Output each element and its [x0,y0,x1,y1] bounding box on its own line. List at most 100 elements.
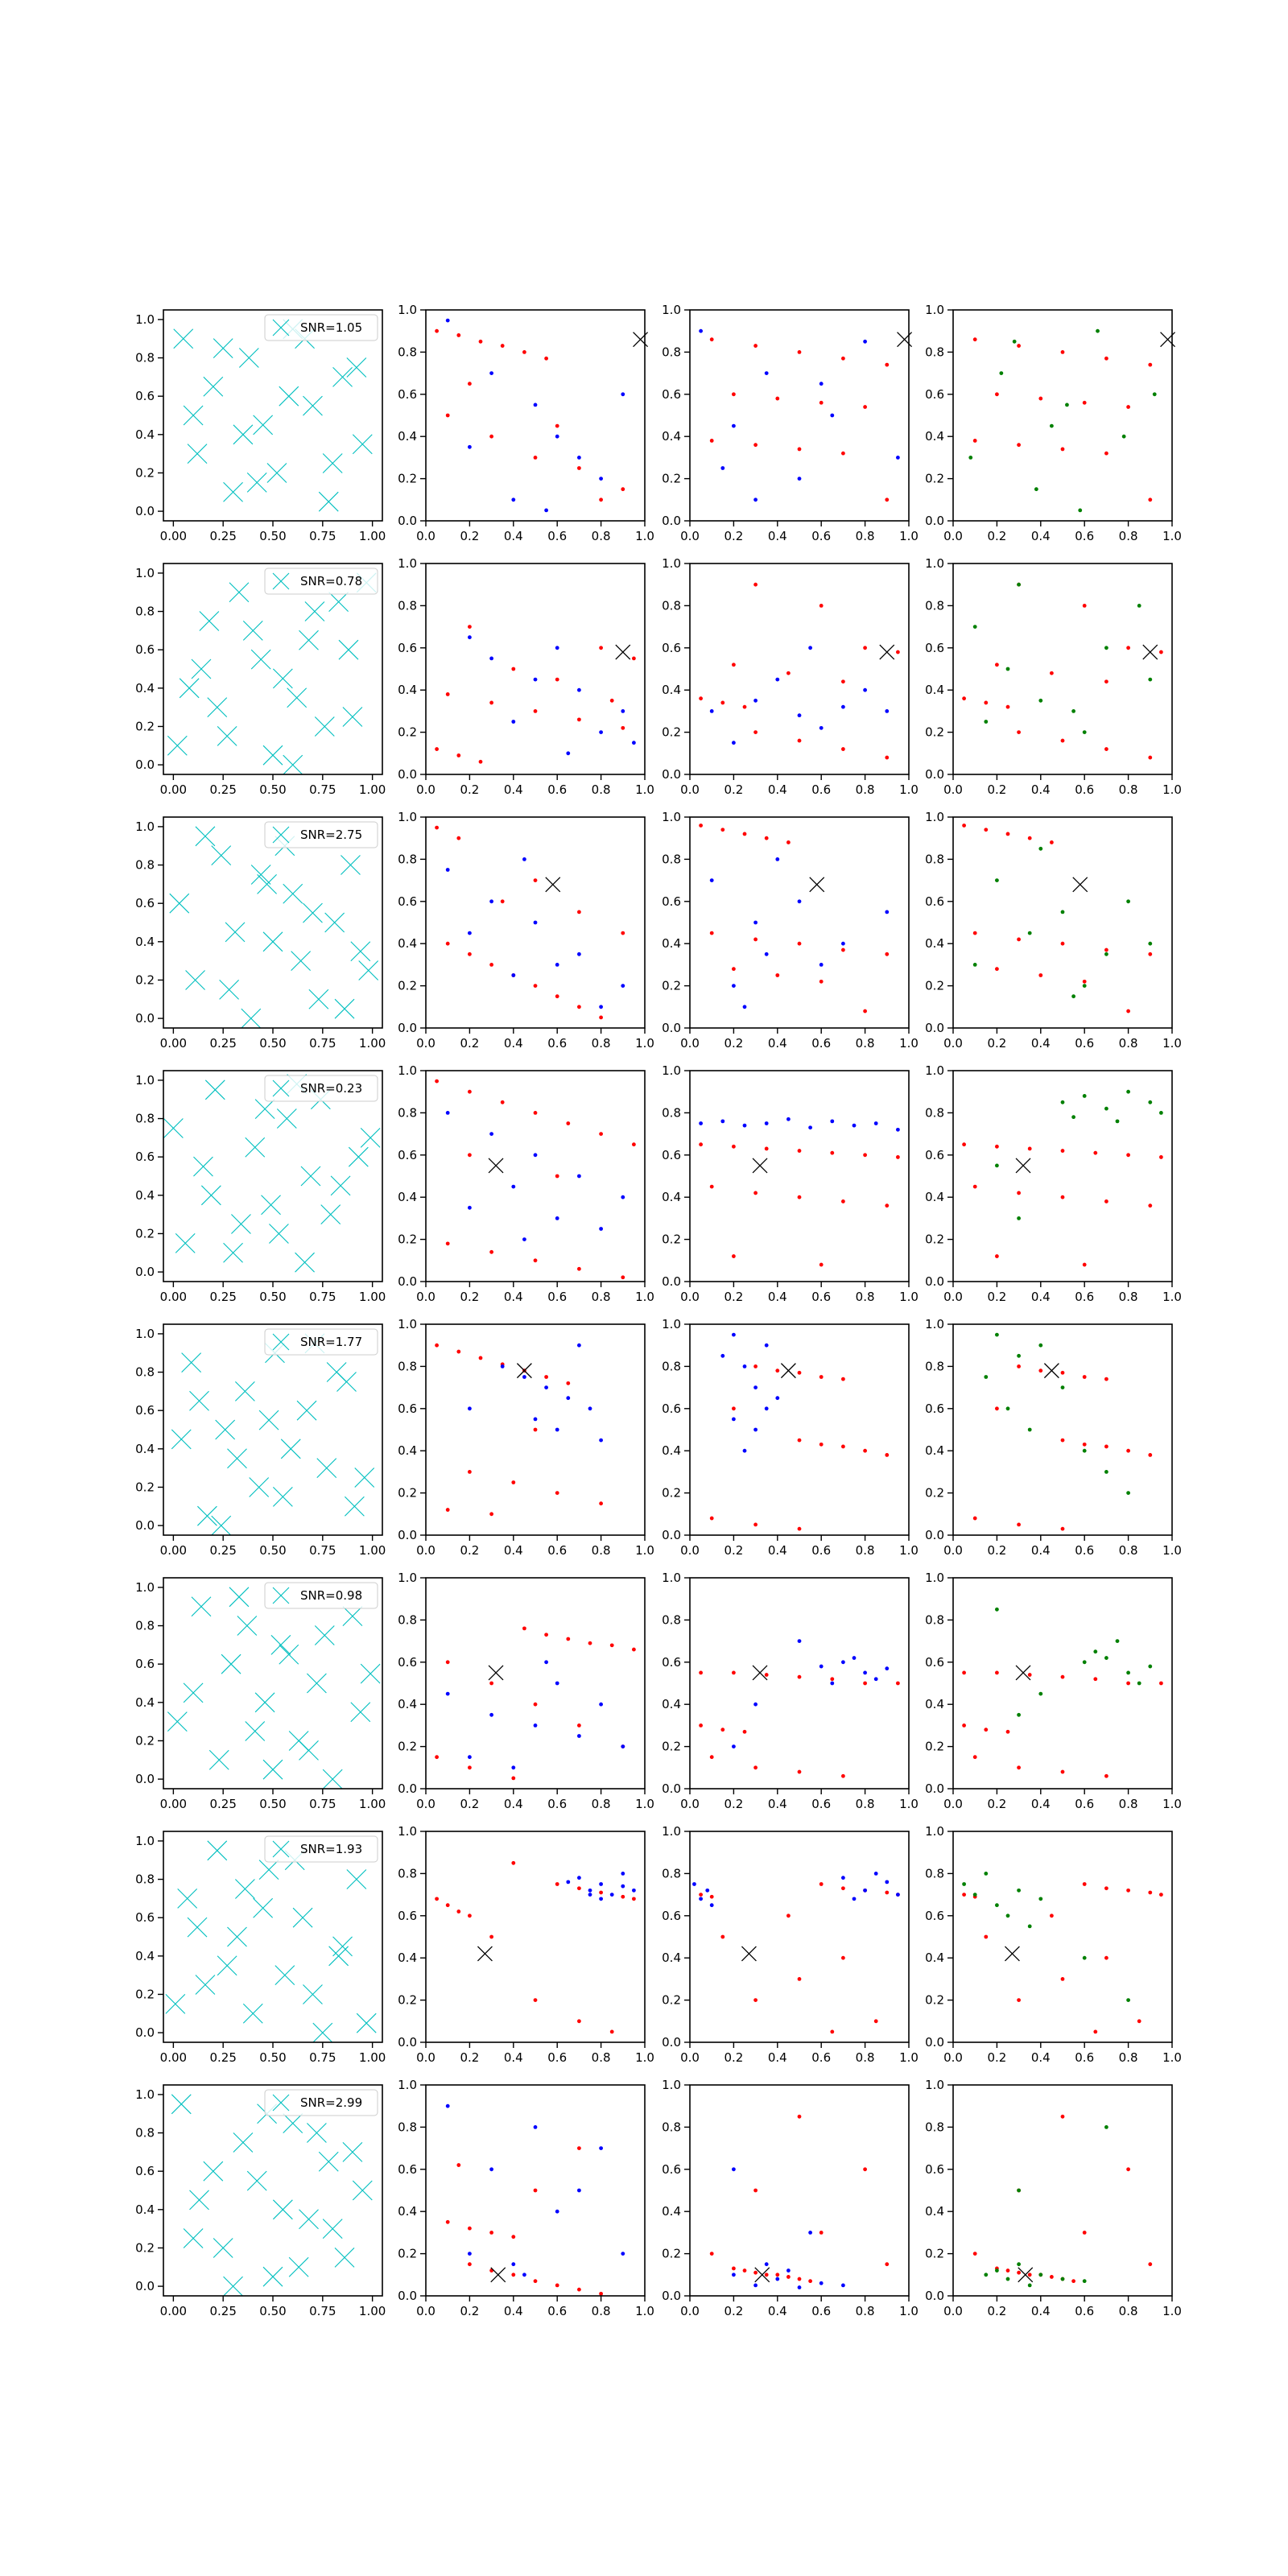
dot [555,1882,559,1886]
x-tick-label: 0.6 [811,2304,831,2318]
dot [797,899,802,904]
x-marker [342,2141,363,2162]
axes-frame [163,1831,383,2043]
dot [764,1343,769,1348]
dot [720,828,725,832]
x-tick-label: 0.0 [680,1797,700,1811]
x-marker [303,1984,323,2004]
y-tick-label: 1.0 [925,1571,944,1585]
dot [456,753,461,758]
x-tick-label: 0.8 [1119,1290,1138,1304]
dot [775,1396,780,1401]
dot [577,1174,581,1179]
y-tick-label: 0.6 [925,641,944,655]
dot [621,2252,625,2256]
y-tick-label: 0.0 [925,1528,944,1542]
x-tick-label: 1.0 [1162,1543,1182,1558]
x-tick-label: 0.6 [547,1543,567,1558]
dot [577,1005,581,1009]
y-tick-label: 1.0 [398,1571,417,1585]
dot [1148,1664,1153,1669]
dot [1050,1913,1054,1918]
dot [764,2273,769,2277]
x-tick-label: 0.8 [856,529,875,543]
x-marker [342,1606,363,1627]
dot [995,878,999,882]
dot [753,730,758,734]
dot [1060,2114,1065,2119]
dot [753,1522,758,1527]
y-tick-label: 0.6 [398,1655,417,1670]
dot [566,1121,571,1125]
y-tick-label: 0.6 [662,1909,681,1923]
dot [786,671,791,675]
dot [732,2167,736,2172]
dot [1082,604,1087,608]
x-tick-label: 0.2 [460,2304,479,2318]
dot [1126,2167,1130,2172]
dot [533,402,538,407]
dot [841,679,845,684]
x-tick-label: 0.8 [592,1797,611,1811]
y-tick-label: 0.2 [662,979,681,993]
y-tick-label: 0.4 [135,427,155,442]
x-marker [223,481,243,502]
x-marker [341,855,361,875]
x-marker [200,1185,221,1206]
dot [699,328,703,333]
dot [753,1702,758,1707]
y-tick-label: 0.6 [398,641,417,655]
x-marker [266,463,287,483]
x-tick-label: 0.6 [547,2050,567,2065]
dot [1126,646,1130,650]
y-tick-label: 0.8 [398,1105,417,1120]
dot [566,1880,571,1885]
x-tick-label: 0.4 [504,2050,523,2065]
y-tick-label: 1.0 [662,1824,681,1839]
dot [632,1897,636,1901]
dot [1126,899,1130,904]
y-tick-label: 0.0 [398,767,417,782]
x-tick-label: 0.2 [987,1797,1006,1811]
dot [577,456,581,460]
x-tick-label: 0.6 [547,1036,567,1051]
y-tick-label: 0.4 [662,936,681,951]
target-marker [633,332,649,348]
dot [1060,910,1065,914]
legend-marker [272,1080,290,1097]
dot [830,1150,835,1155]
panel: 0.0 0.2 0.4 0.6 0.8 1.0 0.0 0.2 0.4 0.6 0.8 1.0 [662,1824,919,2065]
legend-marker [272,319,290,336]
dot [1038,973,1043,977]
dot [1104,1377,1108,1381]
x-tick-label: 0.8 [1119,2050,1138,2065]
x-tick-label: 1.00 [359,1290,386,1304]
x-tick-label: 0.4 [768,1797,787,1811]
x-marker [308,989,329,1009]
y-tick-label: 1.0 [662,810,681,824]
dot [841,1444,845,1449]
dot [621,1884,625,1889]
x-tick-label: 0.75 [309,1543,336,1558]
x-tick-label: 0.4 [1031,2304,1051,2318]
dot [1060,1385,1065,1389]
x-marker [262,1759,283,1780]
y-tick-label: 0.6 [135,642,155,657]
axes-frame [425,1070,646,1282]
dot [489,1681,493,1686]
dot [1104,952,1108,956]
dot [896,1681,900,1686]
target-marker [754,2267,770,2283]
dot [775,1368,780,1373]
dot [699,1724,703,1728]
dot [533,677,538,682]
dot [445,1691,450,1696]
dot [873,1677,878,1682]
dot [1060,1438,1065,1443]
y-tick-label: 0.8 [925,1612,944,1627]
dot [732,1254,736,1258]
x-marker [173,328,194,349]
legend-label: SNR=1.05 [300,320,362,335]
x-marker [303,395,323,416]
x-marker [217,725,237,746]
